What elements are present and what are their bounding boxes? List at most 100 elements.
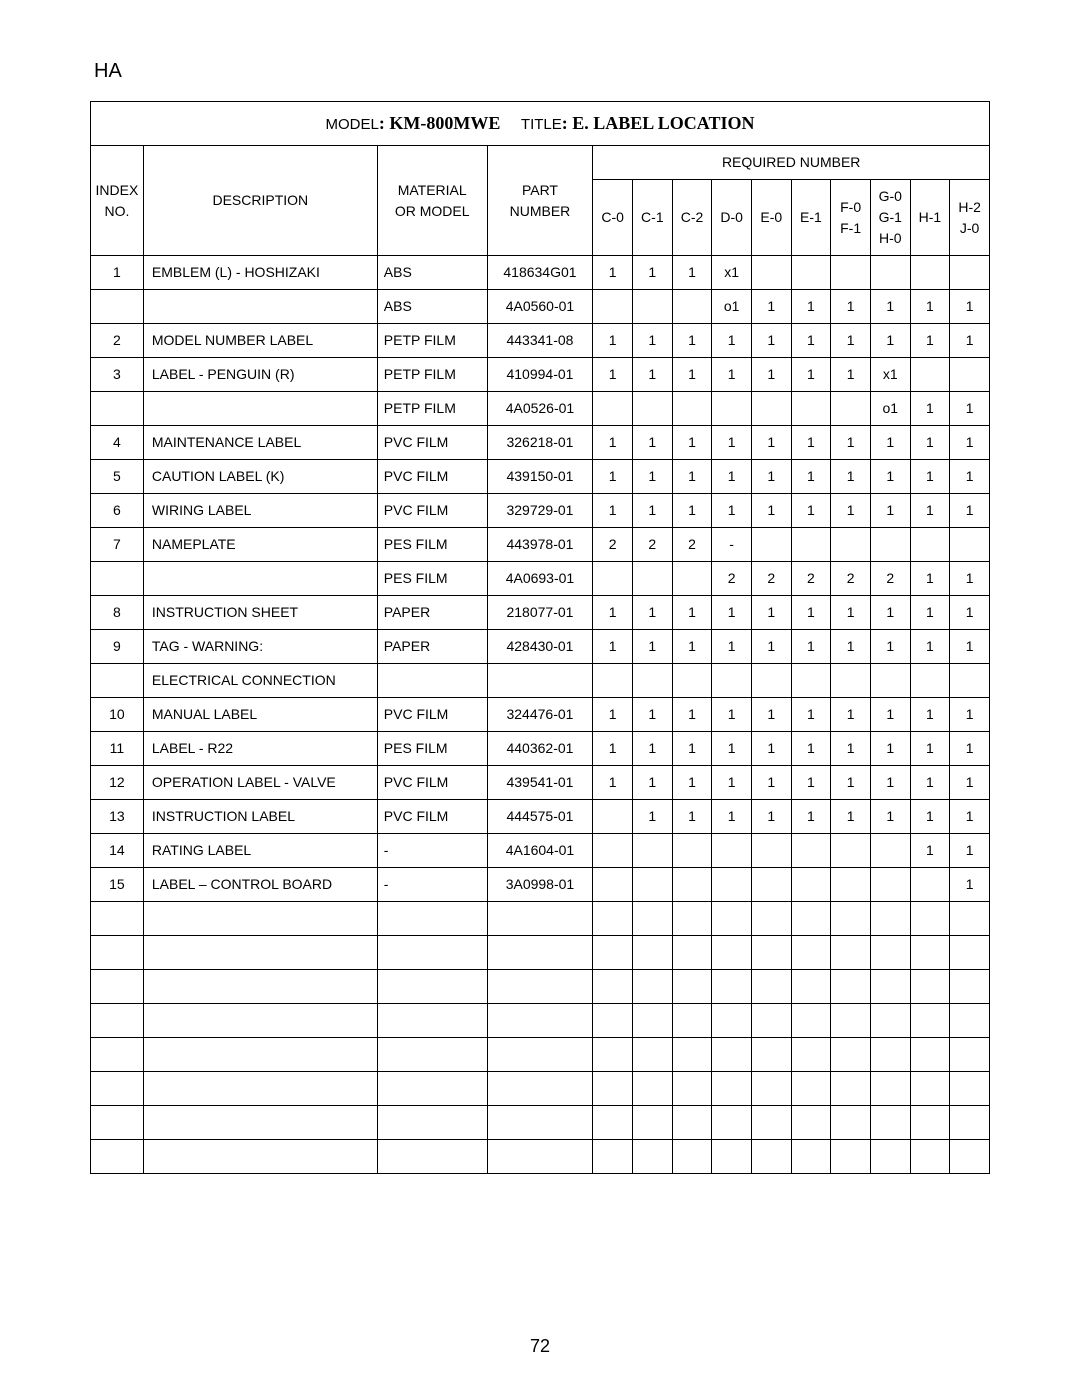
- cell: 1: [950, 732, 990, 766]
- cell: 1: [831, 732, 871, 766]
- table-row: [91, 1004, 990, 1038]
- cell: 1: [910, 290, 950, 324]
- cell: 324476-01: [487, 698, 593, 732]
- cell: 2: [712, 562, 752, 596]
- cell: PETP FILM: [377, 358, 487, 392]
- cell: RATING LABEL: [143, 834, 377, 868]
- cell: [672, 290, 712, 324]
- cell: [143, 936, 377, 970]
- cell: 443341-08: [487, 324, 593, 358]
- cell: [751, 936, 791, 970]
- cell: 1: [870, 494, 910, 528]
- cell: [791, 256, 831, 290]
- cell: 1: [791, 766, 831, 800]
- cell: [831, 970, 871, 1004]
- cell: [672, 936, 712, 970]
- table-row: [91, 1038, 990, 1072]
- cell: 1: [950, 766, 990, 800]
- cell: 2: [672, 528, 712, 562]
- cell: [633, 834, 673, 868]
- cell: [143, 392, 377, 426]
- cell: [791, 1106, 831, 1140]
- cell: 1: [712, 766, 752, 800]
- cell: 1: [633, 596, 673, 630]
- cell: [91, 1106, 144, 1140]
- cell: WIRING LABEL: [143, 494, 377, 528]
- cell: [633, 290, 673, 324]
- cell: LABEL - PENGUIN (R): [143, 358, 377, 392]
- sub-col-5: E-1: [791, 180, 831, 256]
- cell: [487, 1038, 593, 1072]
- cell: 1: [633, 256, 673, 290]
- title-value: E. LABEL LOCATION: [572, 113, 754, 133]
- cell: 1: [672, 698, 712, 732]
- cell: [751, 664, 791, 698]
- cell: [870, 1140, 910, 1174]
- cell: 329729-01: [487, 494, 593, 528]
- cell: [712, 1004, 752, 1038]
- cell: [791, 868, 831, 902]
- cell: [91, 1140, 144, 1174]
- cell: [633, 1140, 673, 1174]
- sub-col-9: H-2J-0: [950, 180, 990, 256]
- table-row: 11LABEL - R22PES FILM440362-011111111111: [91, 732, 990, 766]
- cell: [633, 1072, 673, 1106]
- sub-col-2: C-2: [672, 180, 712, 256]
- cell: [712, 970, 752, 1004]
- cell: 1: [831, 596, 871, 630]
- table-row: 2MODEL NUMBER LABELPETP FILM443341-08111…: [91, 324, 990, 358]
- cell: 1: [751, 732, 791, 766]
- cell: [751, 868, 791, 902]
- cell: [593, 902, 633, 936]
- cell: 15: [91, 868, 144, 902]
- cell: [377, 1106, 487, 1140]
- cell: [950, 970, 990, 1004]
- cell: 7: [91, 528, 144, 562]
- cell: 1: [712, 596, 752, 630]
- cell: 1: [950, 426, 990, 460]
- cell: 1: [791, 494, 831, 528]
- cell: 1: [950, 834, 990, 868]
- cell: 1: [910, 732, 950, 766]
- cell: 1: [672, 630, 712, 664]
- cell: PES FILM: [377, 732, 487, 766]
- cell: 4A0693-01: [487, 562, 593, 596]
- table-row: 13INSTRUCTION LABELPVC FILM444575-011111…: [91, 800, 990, 834]
- table-row: PES FILM4A0693-012222211: [91, 562, 990, 596]
- cell: 1: [950, 800, 990, 834]
- cell: [633, 1038, 673, 1072]
- cell: [751, 1106, 791, 1140]
- cell: [950, 1072, 990, 1106]
- cell: 1: [791, 630, 831, 664]
- cell: [831, 1140, 871, 1174]
- cell: 1: [712, 426, 752, 460]
- table-row: 4MAINTENANCE LABELPVC FILM326218-0111111…: [91, 426, 990, 460]
- cell: 410994-01: [487, 358, 593, 392]
- cell: 1: [712, 494, 752, 528]
- hdr-part-1: PART: [522, 182, 558, 198]
- cell: [487, 1140, 593, 1174]
- cell: [791, 936, 831, 970]
- cell: 1: [831, 494, 871, 528]
- cell: 14: [91, 834, 144, 868]
- cell: [751, 970, 791, 1004]
- cell: 1: [910, 324, 950, 358]
- cell: 443978-01: [487, 528, 593, 562]
- cell: [870, 834, 910, 868]
- cell: 1: [791, 800, 831, 834]
- cell: 1: [712, 460, 752, 494]
- cell: [91, 1038, 144, 1072]
- cell: [487, 902, 593, 936]
- cell: [791, 970, 831, 1004]
- cell: ABS: [377, 290, 487, 324]
- cell: 1: [831, 630, 871, 664]
- table-row: [91, 936, 990, 970]
- cell: 1: [633, 698, 673, 732]
- cell: [377, 970, 487, 1004]
- cell: [870, 1106, 910, 1140]
- cell: [791, 834, 831, 868]
- cell: [377, 936, 487, 970]
- cell: [910, 868, 950, 902]
- cell: [91, 1072, 144, 1106]
- cell: [870, 528, 910, 562]
